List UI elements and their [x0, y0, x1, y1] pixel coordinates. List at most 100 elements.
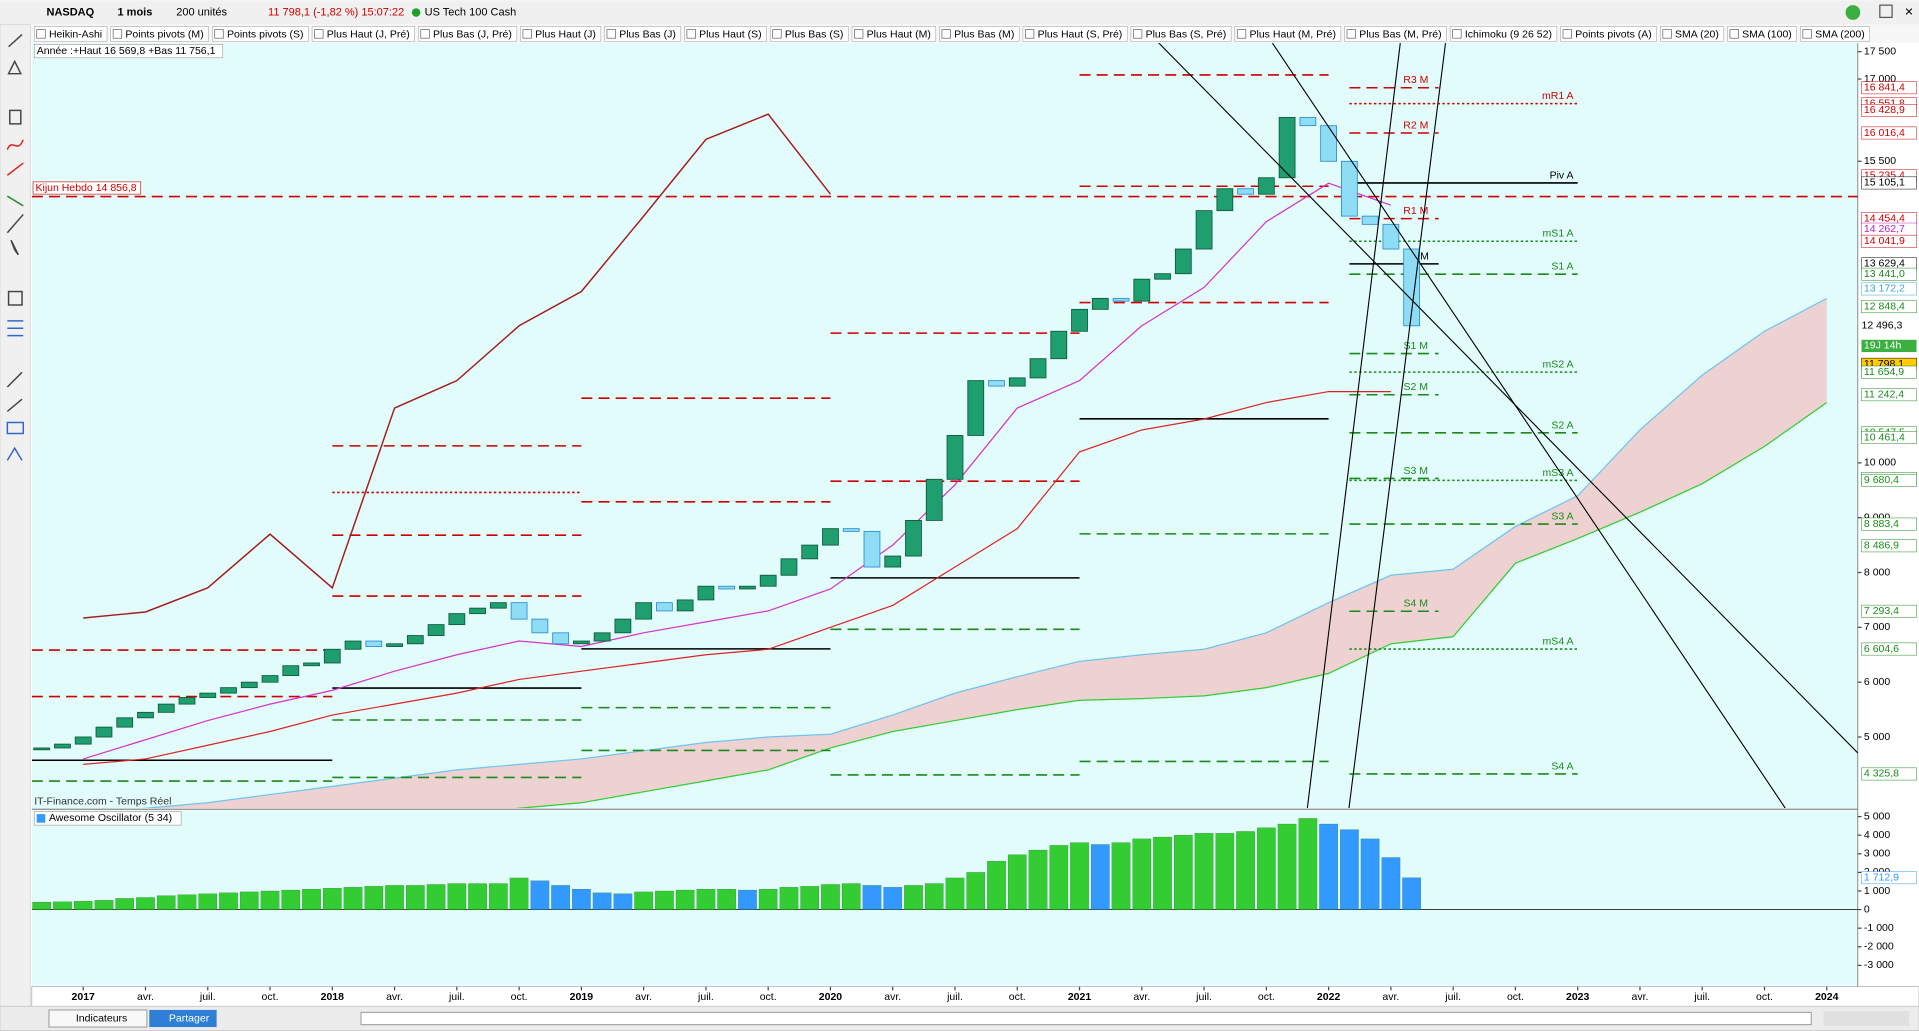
osc-bar — [1340, 829, 1359, 910]
tab[interactable] — [1727, 26, 1798, 42]
tab-label[interactable]: Plus Bas (M) — [954, 28, 1014, 40]
price-label-box — [1861, 234, 1917, 248]
tab-label[interactable]: Plus Bas (J) — [619, 28, 676, 40]
candle-body — [510, 602, 528, 620]
tool-pen[interactable] — [8, 33, 23, 48]
x-tick-label: avr. — [1133, 991, 1150, 1003]
price-label: 14 041,9 — [1864, 235, 1905, 247]
candle-body — [1340, 160, 1358, 217]
tool-line[interactable] — [6, 162, 24, 176]
tab-label[interactable]: Plus Haut (J, Pré) — [327, 28, 410, 40]
cloud-upper — [141, 297, 1828, 809]
candle-body — [780, 558, 798, 576]
units[interactable]: 200 unités — [176, 6, 227, 18]
candle-body — [593, 632, 611, 642]
close-button[interactable]: ✕ — [1904, 6, 1913, 18]
tool-fibo[interactable] — [7, 320, 24, 337]
tab[interactable] — [1344, 26, 1447, 42]
tab-label[interactable]: Points pivots (S) — [227, 28, 304, 40]
tab-label[interactable]: Points pivots (M) — [125, 28, 203, 40]
tab-label[interactable]: SMA (20) — [1675, 28, 1719, 40]
zoom-tools[interactable] — [1823, 1011, 1910, 1026]
tab[interactable] — [33, 26, 108, 42]
tool-percent[interactable] — [6, 421, 24, 435]
tab-label[interactable]: Plus Bas (S) — [785, 28, 843, 40]
pivot-label: Piv A — [1550, 169, 1574, 181]
top-toolbar-items: NASDAQ 1 mois 200 unités 11 798,1 (-1,82… — [47, 4, 1914, 20]
scrollbar[interactable] — [360, 1011, 1812, 1026]
trend-line — [1348, 43, 1447, 809]
candle-body — [905, 519, 922, 557]
x-tick-label: 2018 — [321, 991, 345, 1003]
tab-label[interactable]: Ichimoku (9 26 52) — [1465, 28, 1552, 40]
candle-body — [1154, 273, 1171, 280]
tab[interactable] — [684, 26, 767, 42]
tool-trash[interactable] — [9, 109, 22, 125]
tab[interactable] — [311, 26, 415, 42]
osc-bar — [1402, 877, 1421, 910]
tab-label[interactable]: Plus Haut (S) — [699, 28, 762, 40]
indicators-label[interactable]: Indicateurs — [76, 1012, 127, 1024]
tab-label[interactable]: Points pivots (A) — [1575, 28, 1652, 40]
osc-bar — [530, 880, 550, 910]
tab[interactable] — [110, 26, 209, 42]
tab-label[interactable]: Plus Bas (S, Pré) — [1146, 28, 1227, 40]
share-button[interactable] — [149, 1009, 217, 1028]
tab[interactable] — [1130, 26, 1232, 42]
tab[interactable] — [604, 26, 682, 42]
tool-trend[interactable] — [6, 213, 24, 234]
tab[interactable] — [1800, 26, 1870, 42]
period[interactable]: 1 mois — [117, 6, 152, 18]
indicators-button[interactable] — [48, 1009, 148, 1028]
tab-label[interactable]: SMA (100) — [1742, 28, 1792, 40]
tab[interactable] — [520, 26, 602, 42]
candle-body — [54, 743, 71, 749]
tab[interactable] — [1022, 26, 1128, 42]
osc-bar — [883, 887, 903, 910]
candle-body — [220, 687, 237, 694]
tool-measure[interactable] — [6, 371, 23, 388]
share-label[interactable]: Partager — [169, 1012, 210, 1024]
tab[interactable] — [418, 26, 518, 42]
tab[interactable] — [939, 26, 1020, 42]
osc-bar — [219, 892, 238, 910]
tab-label[interactable]: Plus Haut (J) — [535, 28, 596, 40]
tab[interactable] — [1234, 26, 1342, 42]
pivot-label: S4 M — [1404, 598, 1429, 610]
x-tick-label: juil. — [1693, 991, 1710, 1003]
tab-label[interactable]: Plus Haut (M, Pré) — [1249, 28, 1335, 40]
osc-bar — [945, 877, 965, 910]
tool-alert[interactable] — [7, 59, 22, 75]
tab[interactable] — [851, 26, 937, 42]
tab-label[interactable]: SMA (200) — [1815, 28, 1865, 40]
osc-bar — [385, 885, 404, 910]
tool-curve[interactable] — [6, 139, 24, 150]
x-tick-label: oct. — [1009, 991, 1026, 1003]
tab[interactable] — [1560, 26, 1657, 42]
tool-text[interactable] — [7, 290, 23, 306]
candle-body — [406, 635, 424, 645]
tab-label[interactable]: Heikin-Ashi — [49, 28, 102, 40]
tab[interactable] — [1449, 26, 1558, 42]
window-button[interactable] — [1879, 4, 1893, 19]
osc-bar — [1381, 857, 1401, 910]
tab-label[interactable]: Plus Haut (M) — [867, 28, 931, 40]
pivot-label: S1 M — [1404, 340, 1429, 352]
symbol[interactable]: NASDAQ — [47, 6, 95, 18]
osc-bar — [1236, 831, 1255, 910]
tab-label[interactable]: Plus Bas (J, Pré) — [433, 28, 512, 40]
tab[interactable] — [769, 26, 849, 42]
tab-label[interactable]: Plus Haut (S, Pré) — [1038, 28, 1123, 40]
candle-body — [386, 643, 403, 647]
tool-angle[interactable] — [6, 446, 23, 461]
tool-cursor[interactable] — [10, 239, 20, 256]
tab[interactable] — [1660, 26, 1725, 42]
tab[interactable] — [211, 26, 309, 42]
candle-body — [137, 711, 154, 719]
osc-bar — [1298, 818, 1318, 910]
tab-label[interactable]: Plus Bas (M, Pré) — [1359, 28, 1441, 40]
refresh-icon[interactable] — [1845, 5, 1861, 20]
tool-ruler[interactable] — [6, 398, 23, 413]
tool-line2[interactable] — [6, 195, 24, 207]
